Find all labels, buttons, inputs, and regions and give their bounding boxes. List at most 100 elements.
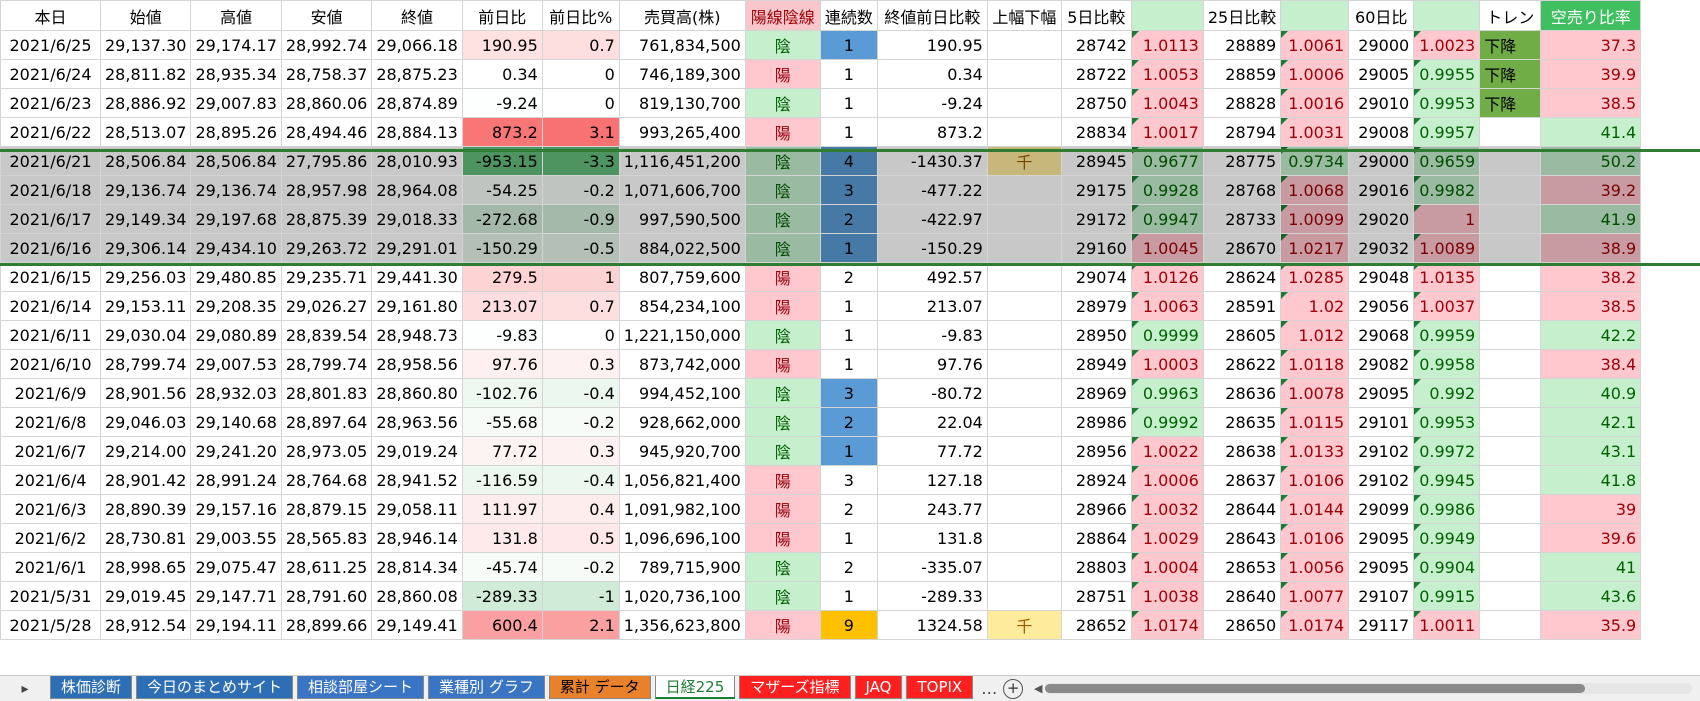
table-cell[interactable]: 994,452,100	[618, 378, 746, 408]
table-cell[interactable]: 29095	[1348, 552, 1415, 582]
table-cell[interactable]: 0.9928	[1130, 175, 1204, 205]
table-cell[interactable]	[986, 552, 1062, 582]
table-cell[interactable]: 1.0022	[1130, 436, 1204, 466]
column-header[interactable]: 上幅下幅	[986, 0, 1062, 31]
table-cell[interactable]	[986, 407, 1062, 437]
column-header[interactable]: 終値前日比較	[876, 0, 988, 31]
table-cell[interactable]: 29,241.20	[190, 436, 282, 466]
table-cell[interactable]: 1,056,821,400	[618, 465, 746, 495]
table-cell[interactable]	[986, 436, 1062, 466]
table-cell[interactable]: 29,197.68	[190, 204, 282, 234]
table-cell[interactable]: 29,149.34	[99, 204, 192, 234]
table-cell[interactable]: 29020	[1348, 204, 1415, 234]
table-cell[interactable]: 千	[986, 146, 1062, 176]
table-cell[interactable]: 29000	[1348, 30, 1415, 60]
table-cell[interactable]: 千	[986, 610, 1062, 640]
table-cell[interactable]: 0.9992	[1130, 407, 1204, 437]
table-cell[interactable]: 2021/6/17	[0, 204, 101, 234]
table-cell[interactable]: 28,799.74	[99, 349, 192, 379]
table-cell[interactable]: 1,356,623,800	[618, 610, 746, 640]
more-sheets-button[interactable]: …	[981, 679, 998, 698]
table-cell[interactable]: 28,946.14	[371, 523, 463, 553]
table-cell[interactable]: 1.0068	[1280, 175, 1350, 205]
table-cell[interactable]: 0.3	[541, 349, 620, 379]
table-cell[interactable]: -0.4	[541, 378, 620, 408]
table-cell[interactable]: 0.7	[541, 291, 620, 321]
sheet-tab[interactable]: 業種別 グラフ	[428, 676, 545, 699]
table-cell[interactable]: -9.83	[461, 320, 543, 350]
table-cell[interactable]: 1.02	[1280, 291, 1350, 321]
table-cell[interactable]: 2	[819, 552, 878, 582]
table-cell[interactable]: 28644	[1202, 494, 1282, 524]
table-cell[interactable]: 1.0029	[1130, 523, 1204, 553]
column-header[interactable]: 始値	[99, 0, 192, 31]
table-cell[interactable]: 1.0099	[1280, 204, 1350, 234]
column-header[interactable]: 高値	[190, 0, 282, 31]
table-cell[interactable]: 1.012	[1280, 320, 1350, 350]
table-cell[interactable]	[1479, 378, 1542, 408]
table-cell[interactable]	[1479, 494, 1542, 524]
table-cell[interactable]: 873.2	[876, 117, 988, 147]
table-cell[interactable]	[1479, 349, 1542, 379]
table-cell[interactable]: 807,759,600	[618, 262, 746, 292]
table-cell[interactable]: 28638	[1202, 436, 1282, 466]
table-cell[interactable]: 0.9904	[1413, 552, 1481, 582]
table-cell[interactable]: 29,137.30	[99, 30, 192, 60]
table-cell[interactable]: -0.2	[541, 552, 620, 582]
scroll-left-arrow-icon[interactable]: ◀	[1033, 682, 1043, 695]
table-cell[interactable]: 陰	[744, 552, 821, 582]
table-cell[interactable]: 0.5	[541, 523, 620, 553]
table-cell[interactable]: -0.5	[541, 233, 620, 263]
table-cell[interactable]: 42.2	[1540, 320, 1642, 350]
table-cell[interactable]: 29172	[1060, 204, 1132, 234]
table-cell[interactable]: 28,879.15	[280, 494, 373, 524]
table-cell[interactable]: 2021/6/14	[0, 291, 101, 321]
table-cell[interactable]: -0.9	[541, 204, 620, 234]
table-cell[interactable]: 陰	[744, 436, 821, 466]
table-cell[interactable]: 28,010.93	[371, 146, 463, 176]
table-cell[interactable]: 29,480.85	[190, 262, 282, 292]
table-cell[interactable]: 28742	[1060, 30, 1132, 60]
table-cell[interactable]: 0.9953	[1413, 407, 1481, 437]
table-cell[interactable]: 下降	[1479, 59, 1542, 89]
table-cell[interactable]: 1.0106	[1280, 523, 1350, 553]
table-cell[interactable]: 29,007.83	[190, 88, 282, 118]
table-cell[interactable]: 陽	[744, 262, 821, 292]
table-cell[interactable]: 28,935.34	[190, 59, 282, 89]
table-cell[interactable]: 2021/6/15	[0, 262, 101, 292]
table-cell[interactable]: 陰	[744, 407, 821, 437]
table-cell[interactable]: 111.97	[461, 494, 543, 524]
table-cell[interactable]: 28652	[1060, 610, 1132, 640]
table-cell[interactable]: 29,136.74	[99, 175, 192, 205]
table-cell[interactable]: 0.9947	[1130, 204, 1204, 234]
table-cell[interactable]: 28733	[1202, 204, 1282, 234]
table-cell[interactable]: 39.2	[1540, 175, 1642, 205]
table-cell[interactable]	[1479, 117, 1542, 147]
table-cell[interactable]: 1.0061	[1280, 30, 1350, 60]
table-cell[interactable]: 28,791.60	[280, 581, 373, 611]
table-cell[interactable]: 28,901.42	[99, 465, 192, 495]
table-cell[interactable]: -272.68	[461, 204, 543, 234]
table-cell[interactable]: 28,513.07	[99, 117, 192, 147]
table-cell[interactable]: 1.0053	[1130, 59, 1204, 89]
table-cell[interactable]	[986, 291, 1062, 321]
table-cell[interactable]: 9	[819, 610, 878, 640]
table-cell[interactable]: 884,022,500	[618, 233, 746, 263]
table-cell[interactable]: 28,884.13	[371, 117, 463, 147]
table-cell[interactable]: 0.9955	[1413, 59, 1481, 89]
table-cell[interactable]: 945,920,700	[618, 436, 746, 466]
table-cell[interactable]: 4	[819, 146, 878, 176]
table-cell[interactable]: 28637	[1202, 465, 1282, 495]
sheet-tab[interactable]: マザーズ指標	[739, 676, 851, 699]
column-header[interactable]: 本日	[0, 0, 101, 31]
table-cell[interactable]: 28,874.89	[371, 88, 463, 118]
table-cell[interactable]	[986, 233, 1062, 263]
table-cell[interactable]	[1479, 291, 1542, 321]
table-cell[interactable]	[1479, 175, 1542, 205]
table-cell[interactable]	[1479, 262, 1542, 292]
table-cell[interactable]: 28889	[1202, 30, 1282, 60]
table-cell[interactable]: 1,091,982,100	[618, 494, 746, 524]
table-cell[interactable]: 2.1	[541, 610, 620, 640]
table-cell[interactable]: 2	[819, 407, 878, 437]
table-cell[interactable]: 28864	[1060, 523, 1132, 553]
